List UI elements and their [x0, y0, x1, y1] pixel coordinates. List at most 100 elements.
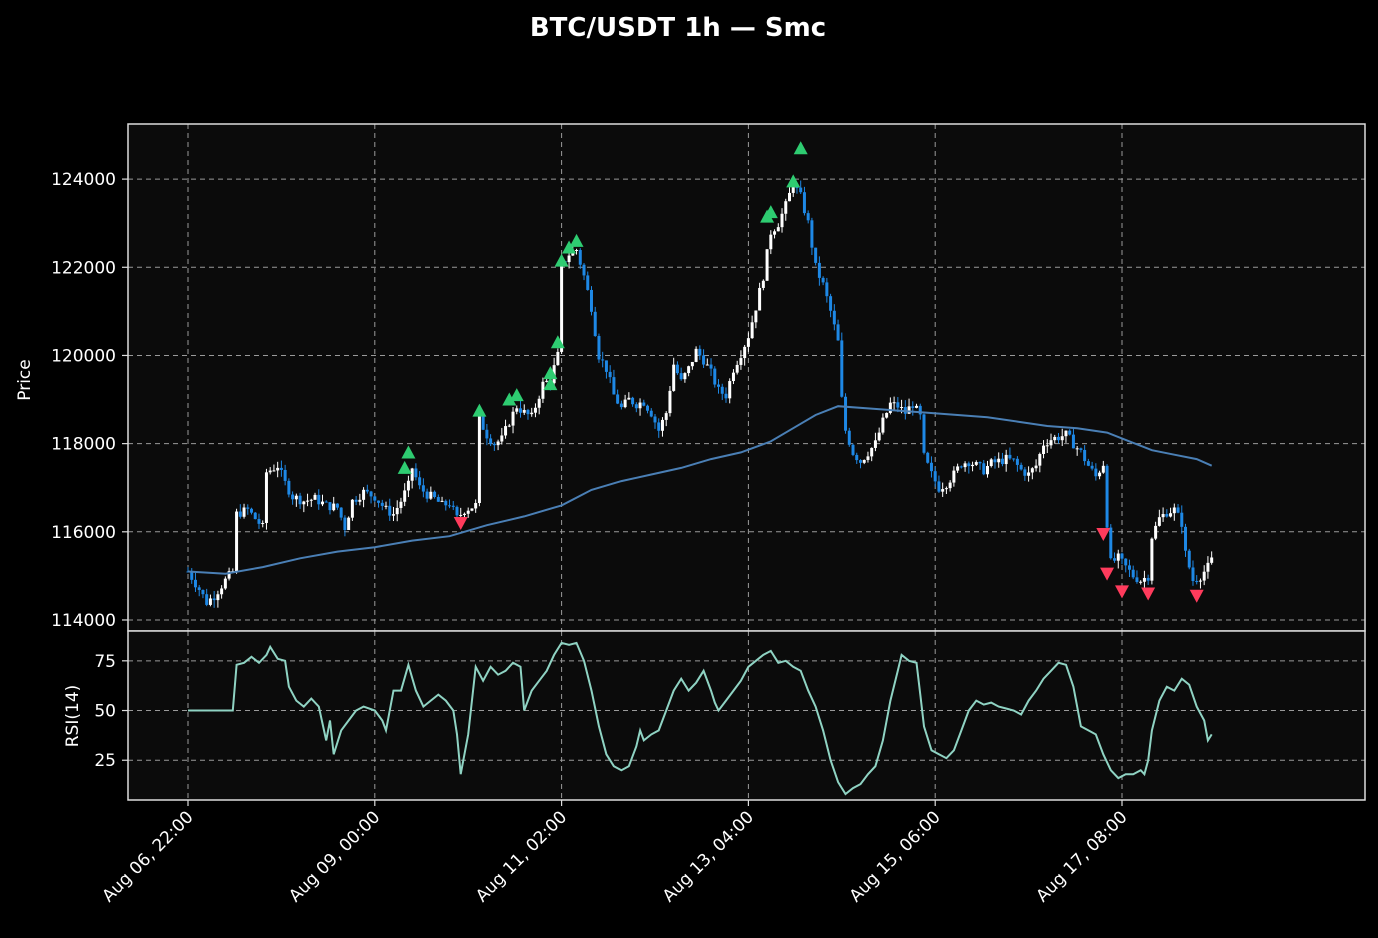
candle-body — [332, 503, 336, 511]
candle-body — [522, 409, 526, 413]
candle-body — [750, 322, 754, 339]
candle-body — [533, 407, 537, 413]
candle-body — [1038, 454, 1042, 466]
rsi-panel-frame — [127, 630, 1366, 801]
price-tick-label: 116000 — [51, 523, 116, 543]
sell-signal-marker — [1189, 589, 1204, 603]
sell-signal-marker — [453, 516, 468, 530]
candle-body — [1195, 581, 1199, 583]
candle-body — [877, 432, 881, 441]
candle-body — [294, 495, 298, 500]
price-tick-label: 114000 — [51, 611, 116, 631]
candle-body — [462, 513, 466, 515]
candle-body — [1045, 445, 1049, 447]
candle-body — [672, 364, 676, 391]
candle-body — [885, 412, 889, 418]
candle-body — [1042, 445, 1046, 455]
buy-signal-marker — [543, 377, 558, 391]
candle-body — [391, 514, 395, 516]
candle-body — [578, 250, 582, 265]
buy-signal-marker — [472, 403, 487, 417]
candle-body — [526, 409, 530, 415]
candle-body — [1131, 569, 1135, 578]
candle-body — [881, 417, 885, 433]
candle-body — [1004, 454, 1008, 465]
moving-average-line — [187, 405, 1213, 575]
price-grid — [128, 124, 1365, 631]
candle-body — [586, 275, 590, 290]
candle-body — [758, 287, 762, 311]
candle-body — [1015, 458, 1019, 465]
buy-signal-marker — [569, 233, 584, 247]
x-tick-label: Aug 13, 04:00 — [659, 807, 758, 906]
candle-body — [814, 247, 818, 263]
candle-body — [481, 415, 485, 430]
candle-body — [317, 494, 321, 505]
candle-body — [937, 481, 941, 492]
candle-body — [324, 501, 328, 503]
candle-body — [1124, 558, 1128, 566]
candle-body — [425, 491, 429, 499]
candle-body — [623, 399, 627, 408]
candle-body — [728, 381, 732, 399]
candle-body — [320, 501, 324, 505]
buy-signal-marker — [562, 240, 577, 254]
candle-body — [1206, 562, 1210, 572]
candle-body — [1023, 469, 1027, 476]
candle-body — [1000, 458, 1004, 465]
price-y-axis-ticks: 114000 116000 118000 120000 122000 124000 — [51, 170, 128, 631]
candle-body — [642, 402, 646, 406]
candle-body — [982, 463, 986, 475]
candle-body — [208, 598, 212, 605]
candle-body — [959, 466, 963, 468]
candle-body — [279, 467, 283, 470]
candle-body — [1157, 517, 1161, 526]
candle-body — [358, 499, 362, 502]
candle-body — [250, 508, 254, 513]
rsi-y-axis-label: RSI(14) — [63, 685, 83, 748]
candle-body — [608, 371, 612, 378]
rsi-tick-label: 75 — [94, 652, 116, 672]
candle-body — [403, 490, 407, 502]
buy-signal-marker — [763, 205, 778, 219]
candle-body — [347, 517, 351, 531]
candle-body — [1202, 571, 1206, 581]
candle-body — [1142, 577, 1146, 582]
candle-body — [283, 469, 287, 481]
candle-body — [235, 511, 239, 572]
candle-body — [967, 463, 971, 467]
candle-body — [1056, 436, 1060, 441]
x-tick-label: Aug 15, 06:00 — [846, 807, 945, 906]
buy-signal-markers — [397, 141, 808, 474]
candle-body — [223, 578, 227, 589]
candle-body — [1053, 436, 1057, 441]
candle-body — [1191, 567, 1195, 582]
candle-body — [612, 377, 616, 395]
candle-body — [362, 489, 366, 500]
candle-body — [649, 410, 653, 417]
candle-body — [948, 482, 952, 489]
candle-body — [1079, 448, 1083, 450]
candle-body — [1090, 465, 1094, 469]
candle-body — [1034, 465, 1038, 469]
x-tick-label: Aug 06, 22:00 — [99, 807, 198, 906]
candle-body — [802, 192, 806, 214]
rsi-tick-label: 50 — [94, 702, 116, 722]
candle-body — [787, 192, 791, 202]
candle-body — [687, 366, 691, 374]
candle-body — [653, 416, 657, 423]
candle-body — [436, 497, 440, 502]
candle-body — [1180, 512, 1184, 527]
candle-body — [646, 405, 650, 411]
sell-signal-marker — [1141, 587, 1156, 601]
candle-body — [810, 220, 814, 248]
candle-body — [477, 415, 481, 504]
candle-body — [616, 394, 620, 404]
candle-body — [261, 522, 265, 524]
buy-signal-marker — [397, 460, 412, 474]
candle-body — [515, 408, 519, 412]
candle-body — [784, 201, 788, 214]
candle-body — [365, 489, 369, 492]
candle-body — [504, 426, 508, 436]
candle-body — [455, 506, 459, 516]
